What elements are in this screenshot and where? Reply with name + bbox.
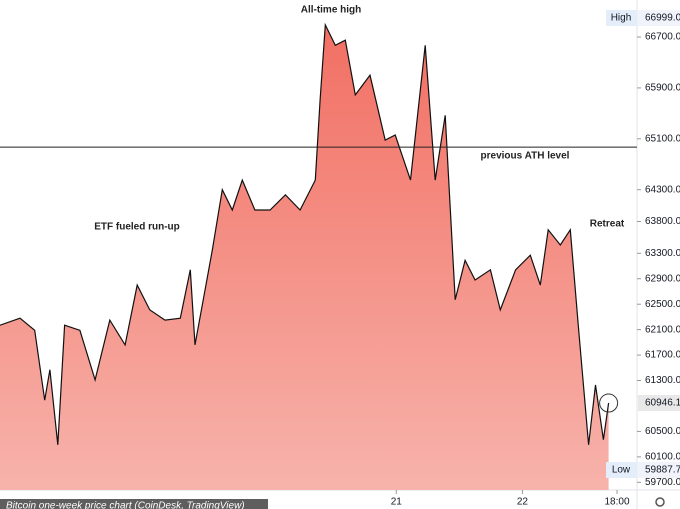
annotation: previous ATH level bbox=[481, 151, 570, 162]
last-price-label: 60946.18 bbox=[645, 398, 680, 409]
caption-bg bbox=[0, 499, 268, 509]
y-tick-label: 59700.00 bbox=[645, 477, 680, 488]
x-tick-label: 18:00 bbox=[605, 497, 630, 508]
y-tick-label: 63800.00 bbox=[645, 216, 680, 227]
annotation: ETF fueled run-up bbox=[94, 222, 180, 233]
y-tick-label: 61300.00 bbox=[645, 375, 680, 386]
settings-icon[interactable] bbox=[655, 497, 665, 507]
y-tick-label: 62500.00 bbox=[645, 299, 680, 310]
low-label: Low bbox=[612, 465, 631, 476]
y-tick-label: 60500.00 bbox=[645, 426, 680, 437]
high-label: High bbox=[611, 13, 632, 24]
y-tick-label: 62900.00 bbox=[645, 273, 680, 284]
x-tick-label: 22 bbox=[517, 497, 529, 508]
annotation: All-time high bbox=[301, 5, 362, 16]
y-tick-label: 63300.00 bbox=[645, 248, 680, 259]
marker-box bbox=[638, 462, 680, 478]
low-value: 59887.74 bbox=[645, 465, 680, 476]
y-tick-label: 62100.00 bbox=[645, 324, 680, 335]
y-tick-label: 61700.00 bbox=[645, 350, 680, 361]
y-tick-label: 65100.00 bbox=[645, 133, 680, 144]
marker-box bbox=[606, 10, 637, 26]
caption: Bitcoin one-week price chart (CoinDesk, … bbox=[6, 501, 245, 509]
x-tick-label: 21 bbox=[391, 497, 403, 508]
y-tick-label: 65900.00 bbox=[645, 83, 680, 94]
last-price-box bbox=[638, 395, 680, 412]
y-tick-label: 60100.00 bbox=[645, 451, 680, 462]
area bbox=[0, 24, 609, 491]
price-line bbox=[0, 22, 610, 445]
high-value: 66999.00 bbox=[645, 13, 680, 24]
y-tick-label: 66700.00 bbox=[645, 32, 680, 43]
last-price-marker bbox=[599, 393, 619, 413]
marker-box bbox=[606, 462, 637, 478]
annotation: Retreat bbox=[590, 219, 625, 230]
marker-box bbox=[638, 10, 680, 26]
y-tick-label: 64300.00 bbox=[645, 184, 680, 195]
